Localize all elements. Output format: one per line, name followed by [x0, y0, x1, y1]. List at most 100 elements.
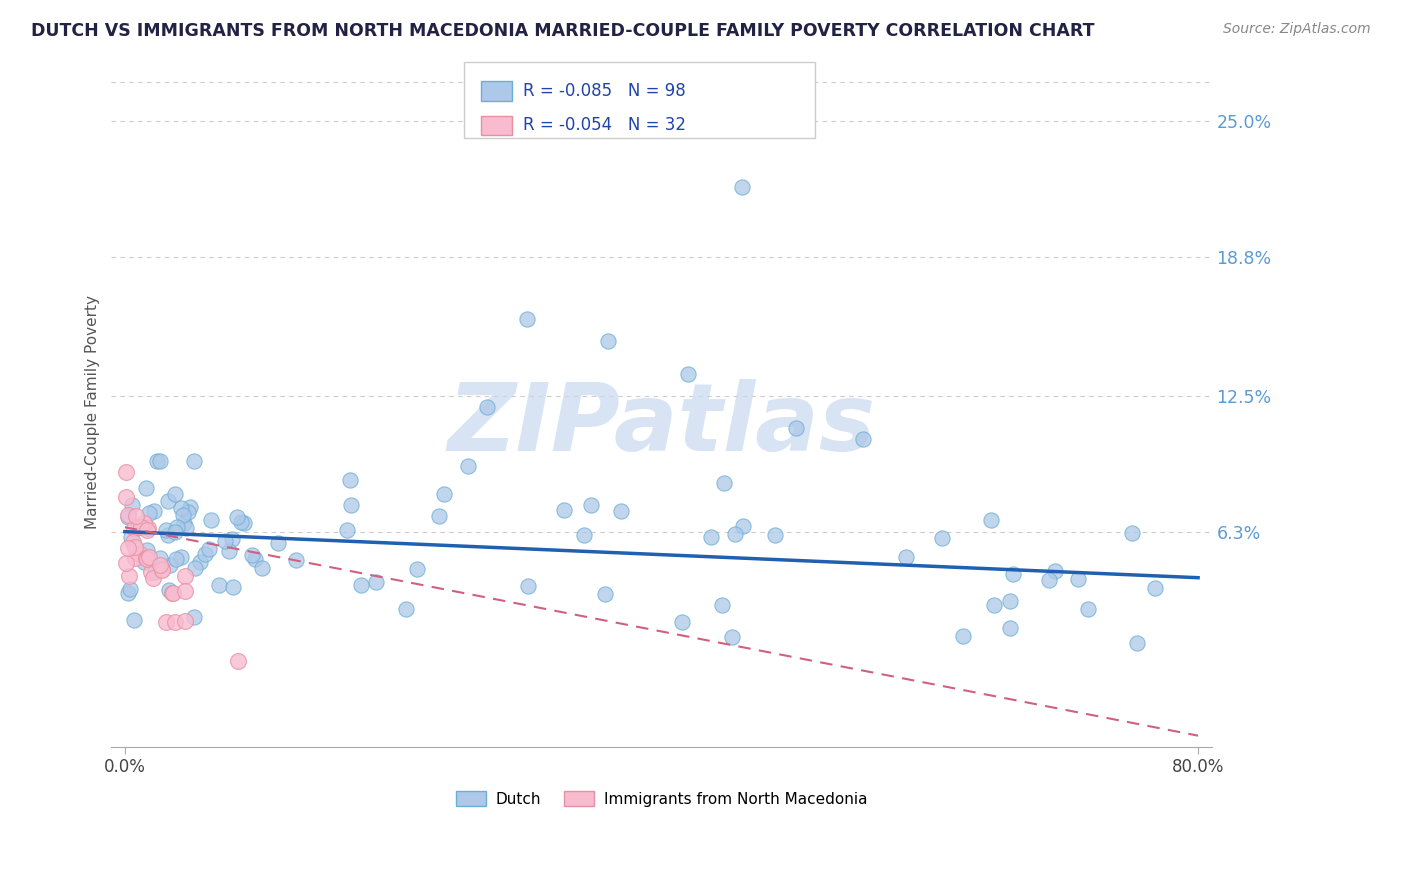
Point: [553, 502, 575, 516]
Point: [138, 549, 160, 564]
Point: [931, 531, 953, 545]
Point: [157, 494, 180, 508]
Point: [138, 507, 160, 521]
Point: [121, 498, 143, 512]
Point: [593, 587, 616, 601]
Legend: Dutch, Immigrants from North Macedonia: Dutch, Immigrants from North Macedonia: [450, 784, 873, 813]
Point: [124, 540, 146, 554]
Point: [155, 615, 177, 629]
Point: [121, 535, 143, 549]
Point: [221, 532, 243, 546]
Point: [194, 547, 217, 561]
Point: [134, 516, 156, 530]
Point: [240, 548, 263, 562]
Point: [148, 550, 170, 565]
Point: [118, 582, 141, 596]
Point: [710, 598, 733, 612]
Point: [572, 527, 595, 541]
Point: [117, 585, 139, 599]
Point: [152, 562, 174, 576]
Point: [172, 508, 194, 522]
Point: [173, 516, 195, 530]
Point: [432, 487, 454, 501]
Point: [155, 523, 177, 537]
Point: [700, 530, 723, 544]
Point: [339, 498, 361, 512]
Point: [336, 524, 359, 538]
Point: [671, 615, 693, 630]
Point: [221, 581, 243, 595]
Text: R = -0.054   N = 32: R = -0.054 N = 32: [523, 116, 686, 135]
Point: [894, 550, 917, 565]
Text: Source: ZipAtlas.com: Source: ZipAtlas.com: [1223, 22, 1371, 37]
Point: [188, 555, 211, 569]
Point: [225, 509, 247, 524]
Point: [395, 601, 418, 615]
Point: [983, 598, 1005, 612]
Point: [723, 527, 745, 541]
Point: [142, 571, 165, 585]
Point: [284, 552, 307, 566]
Point: [165, 615, 187, 630]
Point: [152, 562, 174, 576]
Point: [117, 510, 139, 524]
Point: [183, 454, 205, 468]
Point: [952, 629, 974, 643]
Point: [339, 474, 361, 488]
Point: [143, 565, 166, 579]
Point: [136, 542, 159, 557]
Point: [475, 400, 498, 414]
Point: [516, 311, 538, 326]
Point: [427, 509, 450, 524]
Point: [149, 454, 172, 468]
Point: [1038, 573, 1060, 587]
Point: [145, 454, 167, 468]
Point: [136, 523, 159, 537]
Point: [179, 500, 201, 514]
Text: DUTCH VS IMMIGRANTS FROM NORTH MACEDONIA MARRIED-COUPLE FAMILY POVERTY CORRELATI: DUTCH VS IMMIGRANTS FROM NORTH MACEDONIA…: [31, 22, 1094, 40]
Point: [1043, 564, 1066, 578]
Point: [366, 575, 388, 590]
Point: [252, 561, 274, 575]
Point: [226, 654, 249, 668]
Point: [678, 367, 700, 381]
Point: [174, 583, 197, 598]
Point: [160, 586, 183, 600]
Point: [1121, 526, 1143, 541]
Point: [998, 621, 1021, 635]
Point: [129, 519, 152, 533]
Point: [124, 551, 146, 566]
Point: [163, 486, 186, 500]
Point: [122, 613, 145, 627]
Point: [166, 520, 188, 534]
Point: [162, 585, 184, 599]
Point: [135, 552, 157, 566]
Point: [1077, 602, 1099, 616]
Point: [579, 498, 602, 512]
Point: [120, 529, 142, 543]
Point: [177, 505, 200, 519]
Point: [128, 548, 150, 562]
Point: [165, 551, 187, 566]
Point: [136, 521, 159, 535]
Point: [183, 561, 205, 575]
Point: [132, 555, 155, 569]
Point: [596, 334, 619, 348]
Point: [157, 582, 180, 597]
Text: ZIPatlas: ZIPatlas: [447, 379, 876, 472]
Point: [117, 541, 139, 555]
Point: [785, 421, 807, 435]
Point: [117, 508, 139, 522]
Point: [135, 550, 157, 565]
Point: [173, 569, 195, 583]
Point: [457, 459, 479, 474]
Point: [174, 614, 197, 628]
Point: [125, 509, 148, 524]
Point: [183, 610, 205, 624]
Point: [198, 542, 221, 557]
Point: [218, 543, 240, 558]
Point: [115, 490, 138, 504]
Point: [733, 518, 755, 533]
Point: [852, 433, 875, 447]
Point: [214, 534, 236, 549]
